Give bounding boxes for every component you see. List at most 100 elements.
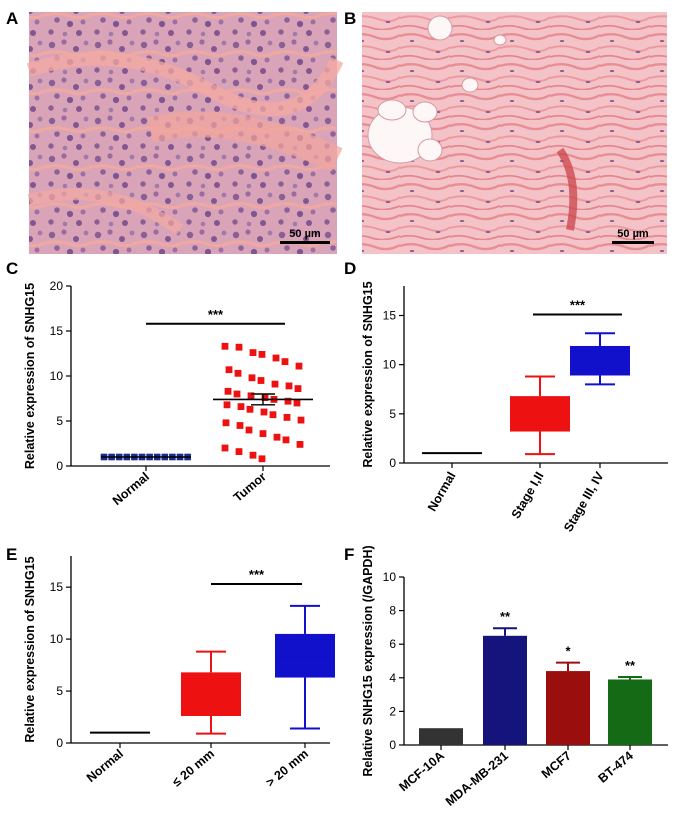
x-category-label: MDA-MB-231 <box>443 749 511 809</box>
x-category-label: ≤ 20 mm <box>170 747 217 790</box>
y-tick-label: 10 <box>383 358 397 372</box>
scatter-point-tumor <box>234 369 242 377</box>
y-tick-label: 10 <box>50 632 64 646</box>
panel-c-chart: C 0 5 10 15 20 Relative expression of SNHG15 No… <box>6 259 330 508</box>
scatter-point-tumor <box>223 401 231 409</box>
scatter-point-tumor <box>237 403 245 410</box>
y-tick-label: 10 <box>50 369 64 383</box>
x-category-label: MCF-10A <box>396 749 446 795</box>
panel-a-stroma-band <box>27 188 184 235</box>
scatter-point-tumor <box>222 419 230 427</box>
scatter-point-tumor <box>269 411 277 419</box>
y-tick-label: 10 <box>383 570 397 584</box>
scatter-point-tumor <box>257 377 265 384</box>
x-category-label: > 20 mm <box>263 747 311 790</box>
significance-label: * <box>565 644 571 659</box>
panel-a-stroma-band <box>26 51 344 117</box>
scatter-point-tumor <box>261 394 269 401</box>
y-axis-label: Relative expression of SNHG15 <box>361 281 375 467</box>
scatter-point-tumor <box>225 366 233 374</box>
y-tick-label: 5 <box>56 684 63 698</box>
scatter-point-tumor <box>235 343 243 351</box>
scatter-point-tumor <box>296 441 304 448</box>
scatter-point-tumor <box>236 422 244 429</box>
y-tick-label: 0 <box>389 456 396 470</box>
scatter-point-tumor <box>284 397 292 405</box>
panel-b-vessel <box>556 147 578 231</box>
scatter-point-tumor <box>233 390 241 398</box>
y-tick-label: 4 <box>389 671 396 685</box>
significance-label: *** <box>249 567 265 582</box>
panel-f-chart: F 0 2 4 6 8 10 Relative SNHG15 expression (/GAP… <box>344 545 668 809</box>
scatter-point-tumor <box>247 392 255 400</box>
panel-b: B 50 µm <box>344 9 667 254</box>
scatter-point-tumor <box>258 455 266 463</box>
panel-b-label: B <box>344 9 356 28</box>
y-axis-label: Relative expression of SNHG15 <box>23 283 37 469</box>
panel-b-scale-bar <box>612 241 654 244</box>
panel-f-label: F <box>344 545 354 564</box>
panel-a-stroma-band <box>146 111 343 172</box>
bar <box>608 679 652 745</box>
significance-label: *** <box>208 307 224 322</box>
x-category-label: Tumor <box>231 469 269 504</box>
scatter-point-tumor <box>224 387 232 395</box>
x-category-label: MCF7 <box>539 749 574 782</box>
scatter-point-tumor <box>260 408 268 416</box>
y-tick-label: 8 <box>389 604 396 618</box>
panel-c-label: C <box>6 259 18 278</box>
scatter-point-tumor <box>281 358 289 365</box>
y-axis-label: Relative SNHG15 expression (/GAPDH) <box>361 545 375 776</box>
y-tick-label: 15 <box>383 309 397 323</box>
scatter-point-tumor <box>249 451 257 459</box>
panel-a: A 50 µm <box>6 9 344 254</box>
scatter-point-tumor <box>294 385 302 392</box>
panel-e-chart: E 0 5 10 15 Relative expression of SNHG15 Norm… <box>6 545 335 790</box>
scatter-point-tumor <box>271 380 279 388</box>
y-tick-label: 6 <box>389 637 396 651</box>
x-category-label: Stage III, IV <box>561 469 607 534</box>
bar <box>419 728 463 745</box>
scatter-point-tumor <box>248 374 256 382</box>
scatter-point-tumor <box>221 342 229 350</box>
y-tick-label: 15 <box>50 580 64 594</box>
y-tick-label: 5 <box>56 414 63 428</box>
significance-label: ** <box>625 658 636 673</box>
scatter-point-tumor <box>246 405 254 413</box>
y-tick-label: 5 <box>389 407 396 421</box>
box-body <box>570 345 630 376</box>
scatter-point-tumor <box>258 351 266 358</box>
scatter-point-tumor <box>297 416 305 424</box>
scatter-point-tumor <box>283 414 291 421</box>
x-category-label: Normal <box>84 747 126 785</box>
panel-d-label: D <box>344 259 356 278</box>
scatter-point-tumor <box>235 448 243 455</box>
y-tick-label: 0 <box>56 736 63 750</box>
scatter-point-tumor <box>221 444 229 452</box>
scatter-point-tumor <box>272 354 280 362</box>
panel-d-chart: D 0 5 10 15 Relative expression of SNHG15 Norm… <box>344 259 668 534</box>
scatter-point-tumor <box>273 433 281 441</box>
significance-label: *** <box>570 298 586 313</box>
panel-e-label: E <box>6 545 17 564</box>
scatter-point-tumor <box>259 430 267 437</box>
scatter-point-tumor <box>285 382 293 390</box>
scatter-point-tumor <box>293 399 301 407</box>
scatter-point-tumor <box>249 349 257 356</box>
panel-a-scale-bar <box>280 241 330 244</box>
box-body <box>275 633 335 678</box>
significance-label: ** <box>500 609 511 624</box>
panel-b-fat-cells <box>367 15 507 164</box>
scatter-point-tumor <box>295 362 303 370</box>
scatter-point-tumor <box>245 426 253 434</box>
x-category-label: BT-474 <box>596 749 636 786</box>
bar <box>483 635 527 745</box>
y-tick-label: 0 <box>56 459 63 473</box>
y-tick-label: 20 <box>50 279 64 293</box>
panel-a-scale-label: 50 µm <box>289 228 321 240</box>
x-category-label: Stage I,II <box>509 470 547 522</box>
y-axis-label: Relative expression of SNHG15 <box>23 556 37 742</box>
panel-b-scale-label: 50 µm <box>617 228 649 240</box>
panel-a-label: A <box>6 9 18 28</box>
